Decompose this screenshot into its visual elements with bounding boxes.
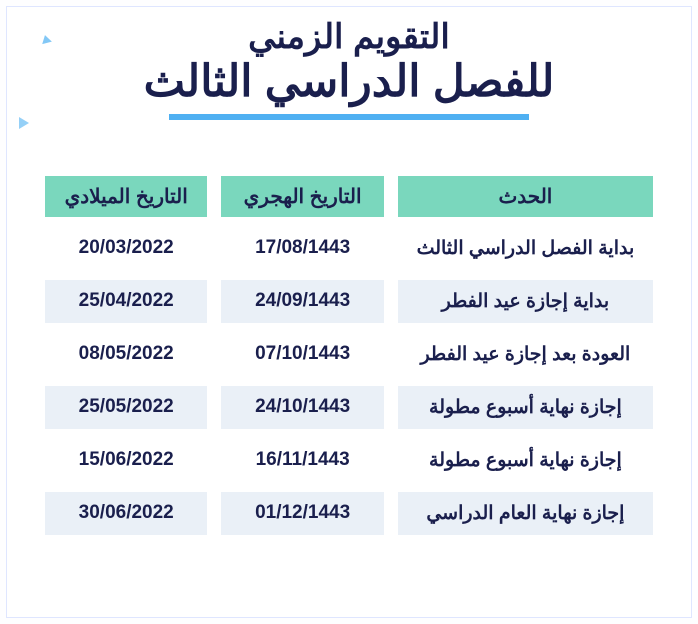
decoration-triangle-left [19, 117, 29, 129]
header: التقويم الزمني للفصل الدراسي الثالث [7, 7, 691, 120]
title-line-1: التقويم الزمني [7, 17, 691, 57]
cell-event: إجازة نهاية أسبوع مطولة [398, 386, 653, 429]
calendar-table-wrap: الحدث التاريخ الهجري التاريخ الميلادي بد… [7, 120, 691, 545]
cell-gregorian: 25/04/2022 [45, 280, 207, 323]
cell-gregorian: 25/05/2022 [45, 386, 207, 429]
cell-gregorian: 08/05/2022 [45, 333, 207, 376]
table-row: بداية الفصل الدراسي الثالث 17/08/1443 20/0… [45, 227, 653, 270]
content-frame: التقويم الزمني للفصل الدراسي الثالث الحد… [6, 6, 692, 618]
table-row: بداية إجازة عيد الفطر 24/09/1443 25/04/202… [45, 280, 653, 323]
calendar-table: الحدث التاريخ الهجري التاريخ الميلادي بد… [31, 166, 667, 545]
table-row: إجازة نهاية أسبوع مطولة 16/11/1443 15/06/2… [45, 439, 653, 482]
cell-event: إجازة نهاية العام الدراسي [398, 492, 653, 535]
cell-hijri: 16/11/1443 [221, 439, 383, 482]
title-line-2: للفصل الدراسي الثالث [7, 57, 691, 108]
cell-hijri: 24/10/1443 [221, 386, 383, 429]
table-row: إجازة نهاية العام الدراسي 01/12/1443 30/06… [45, 492, 653, 535]
cell-event: إجازة نهاية أسبوع مطولة [398, 439, 653, 482]
cell-event: بداية الفصل الدراسي الثالث [398, 227, 653, 270]
cell-hijri: 07/10/1443 [221, 333, 383, 376]
cell-hijri: 17/08/1443 [221, 227, 383, 270]
col-header-event: الحدث [398, 176, 653, 217]
col-header-hijri: التاريخ الهجري [221, 176, 383, 217]
cell-gregorian: 20/03/2022 [45, 227, 207, 270]
cell-hijri: 01/12/1443 [221, 492, 383, 535]
cell-hijri: 24/09/1443 [221, 280, 383, 323]
table-row: إجازة نهاية أسبوع مطولة 24/10/1443 25/05/2… [45, 386, 653, 429]
cell-event: العودة بعد إجازة عيد الفطر [398, 333, 653, 376]
cell-gregorian: 30/06/2022 [45, 492, 207, 535]
cell-event: بداية إجازة عيد الفطر [398, 280, 653, 323]
table-header-row: الحدث التاريخ الهجري التاريخ الميلادي [45, 176, 653, 217]
cell-gregorian: 15/06/2022 [45, 439, 207, 482]
col-header-gregorian: التاريخ الميلادي [45, 176, 207, 217]
table-row: العودة بعد إجازة عيد الفطر 07/10/1443 08/0… [45, 333, 653, 376]
